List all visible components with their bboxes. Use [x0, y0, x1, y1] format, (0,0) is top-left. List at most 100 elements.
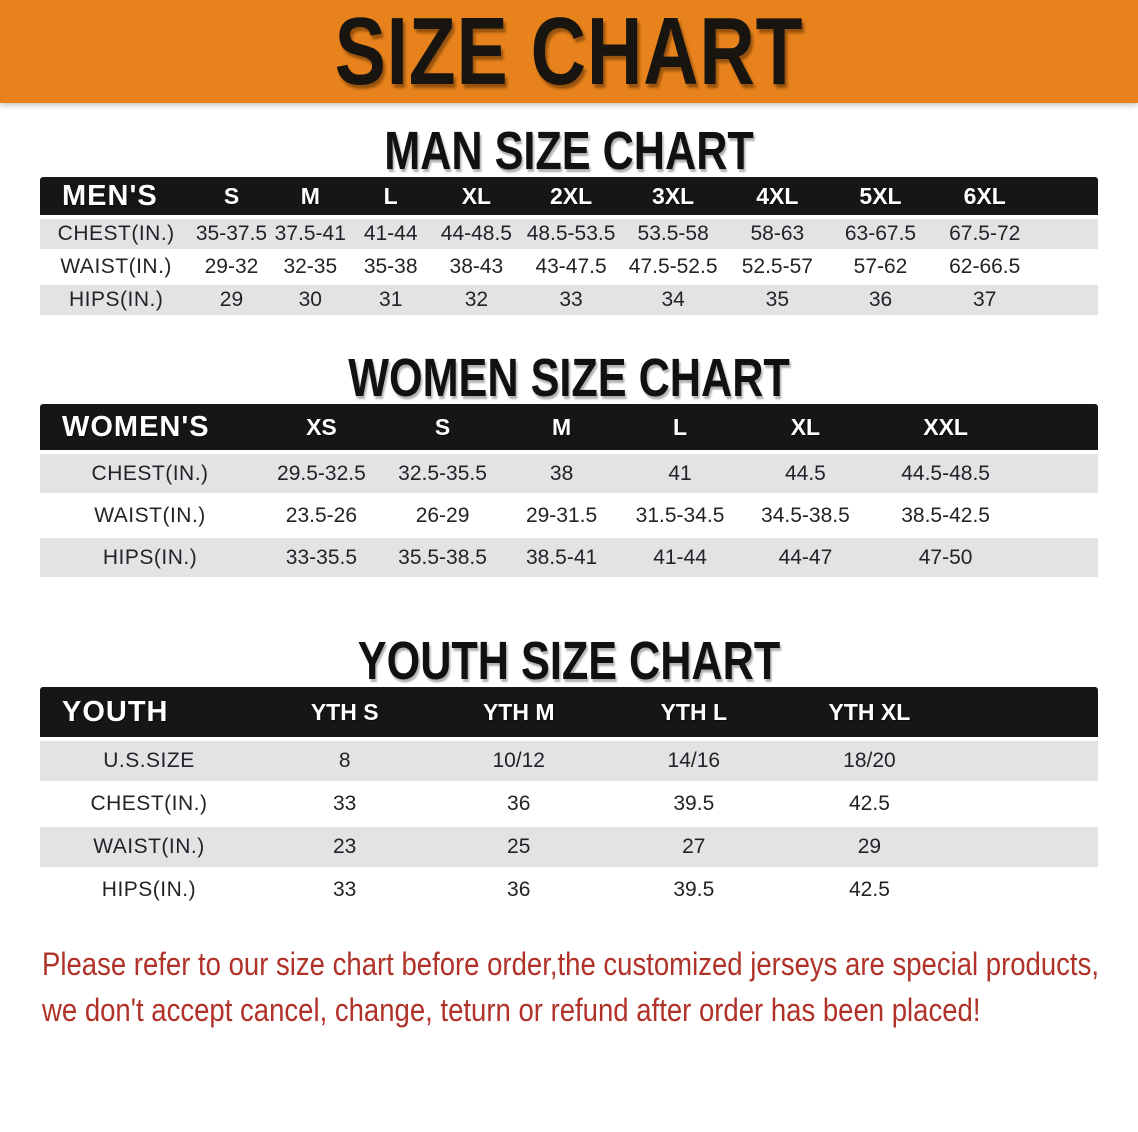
size-value: 52.5-57 [725, 252, 830, 285]
size-value: 26-29 [382, 496, 503, 538]
youth-section-heading-text: YOUTH SIZE CHART [357, 631, 781, 691]
youth-ussize-row: U.S.SIZE 8 10/12 14/16 18/20 [40, 741, 1098, 784]
spacer-cell [1037, 285, 1098, 318]
size-column-header: XXL [871, 404, 1020, 454]
men-table-header-row: MEN'S S M L XL 2XL 3XL 4XL 5XL 6XL [40, 177, 1098, 219]
size-value: 29-31.5 [502, 496, 621, 538]
size-value: 36 [431, 784, 606, 827]
disclaimer: Please refer to our size chart before or… [0, 941, 1138, 1033]
women-hips-row: HIPS(IN.) 33-35.5 35.5-38.5 38.5-41 41-4… [40, 538, 1098, 580]
measurement-label: WAIST(IN.) [40, 827, 258, 870]
men-section-heading: MAN SIZE CHART [0, 121, 1138, 181]
size-column-header: YTH XL [781, 687, 958, 741]
size-value: 41 [620, 454, 740, 496]
size-value: 14/16 [606, 741, 782, 784]
size-column-header: L [620, 404, 740, 454]
size-column-header: YTH L [606, 687, 782, 741]
size-value: 34 [620, 285, 726, 318]
spacer-cell [1019, 404, 1098, 454]
size-value: 35-37.5 [192, 219, 271, 252]
women-section-heading: WOMEN SIZE CHART [0, 348, 1138, 408]
size-value: 33 [257, 870, 432, 913]
size-value: 38.5-42.5 [871, 496, 1020, 538]
spacer-cell [957, 784, 1098, 827]
size-column-header: YTH M [431, 687, 606, 741]
size-value: 35-38 [349, 252, 432, 285]
size-column-header: XL [431, 177, 522, 219]
size-value: 31 [349, 285, 432, 318]
size-chart-banner: SIZE CHART [0, 0, 1138, 103]
size-column-header: YTH S [257, 687, 432, 741]
size-column-header: 2XL [521, 177, 621, 219]
men-chest-row: CHEST(IN.) 35-37.5 37.5-41 41-44 44-48.5… [40, 219, 1098, 252]
youth-waist-row: WAIST(IN.) 23 25 27 29 [40, 827, 1098, 870]
size-value: 67.5-72 [931, 219, 1038, 252]
measurement-label: CHEST(IN.) [40, 784, 258, 827]
size-value: 30 [270, 285, 350, 318]
size-value: 38.5-41 [502, 538, 621, 580]
women-chest-row: CHEST(IN.) 29.5-32.5 32.5-35.5 38 41 44.… [40, 454, 1098, 496]
size-column-header: 4XL [725, 177, 830, 219]
size-value: 8 [257, 741, 432, 784]
size-value: 57-62 [829, 252, 932, 285]
size-value: 10/12 [431, 741, 606, 784]
size-value: 27 [606, 827, 782, 870]
size-value: 34.5-38.5 [739, 496, 872, 538]
disclaimer-line-2: we don't accept cancel, change, teturn o… [42, 992, 981, 1028]
size-value: 37.5-41 [270, 219, 350, 252]
spacer-cell [957, 827, 1098, 870]
size-column-header: 5XL [829, 177, 932, 219]
size-value: 48.5-53.5 [521, 219, 621, 252]
size-value: 36 [829, 285, 932, 318]
spacer-cell [957, 741, 1098, 784]
size-value: 53.5-58 [620, 219, 726, 252]
youth-table-header-row: YOUTH YTH S YTH M YTH L YTH XL [40, 687, 1098, 741]
spacer-cell [1019, 538, 1098, 580]
size-column-header: S [382, 404, 503, 454]
size-value: 23.5-26 [260, 496, 383, 538]
spacer-cell [1019, 454, 1098, 496]
men-section-heading-text: MAN SIZE CHART [384, 121, 754, 181]
youth-table-title: YOUTH [40, 687, 258, 741]
size-value: 29-32 [192, 252, 271, 285]
men-table-title: MEN'S [40, 177, 193, 219]
size-value: 29 [192, 285, 271, 318]
size-value: 39.5 [606, 870, 782, 913]
size-value: 33 [257, 784, 432, 827]
size-value: 44.5 [739, 454, 872, 496]
size-value: 32.5-35.5 [382, 454, 503, 496]
men-hips-row: HIPS(IN.) 29 30 31 32 33 34 35 36 37 [40, 285, 1098, 318]
youth-size-table: YOUTH YTH S YTH M YTH L YTH XL U.S.SIZE … [40, 687, 1098, 913]
banner-title: SIZE CHART [334, 0, 804, 105]
size-value: 47-50 [871, 538, 1020, 580]
size-value: 23 [257, 827, 432, 870]
size-value: 32-35 [270, 252, 350, 285]
youth-chest-row: CHEST(IN.) 33 36 39.5 42.5 [40, 784, 1098, 827]
women-section-heading-text: WOMEN SIZE CHART [348, 348, 790, 408]
size-value: 44.5-48.5 [871, 454, 1020, 496]
measurement-label: CHEST(IN.) [40, 219, 193, 252]
spacer-cell [957, 870, 1098, 913]
spacer-cell [1037, 177, 1098, 219]
women-waist-row: WAIST(IN.) 23.5-26 26-29 29-31.5 31.5-34… [40, 496, 1098, 538]
measurement-label: CHEST(IN.) [40, 454, 261, 496]
size-column-header: M [502, 404, 621, 454]
spacer-cell [1019, 496, 1098, 538]
disclaimer-line-1: Please refer to our size chart before or… [42, 946, 1099, 982]
size-value: 58-63 [725, 219, 830, 252]
size-value: 39.5 [606, 784, 782, 827]
measurement-label: U.S.SIZE [40, 741, 258, 784]
size-column-header: 6XL [931, 177, 1038, 219]
size-value: 63-67.5 [829, 219, 932, 252]
size-value: 41-44 [349, 219, 432, 252]
size-value: 25 [431, 827, 606, 870]
size-value: 33-35.5 [260, 538, 383, 580]
women-size-table: WOMEN'S XS S M L XL XXL CHEST(IN.) 29.5-… [40, 404, 1098, 580]
size-column-header: L [349, 177, 432, 219]
size-value: 36 [431, 870, 606, 913]
size-value: 32 [431, 285, 522, 318]
youth-hips-row: HIPS(IN.) 33 36 39.5 42.5 [40, 870, 1098, 913]
size-value: 35 [725, 285, 830, 318]
size-value: 43-47.5 [521, 252, 621, 285]
spacer-cell [957, 687, 1098, 741]
